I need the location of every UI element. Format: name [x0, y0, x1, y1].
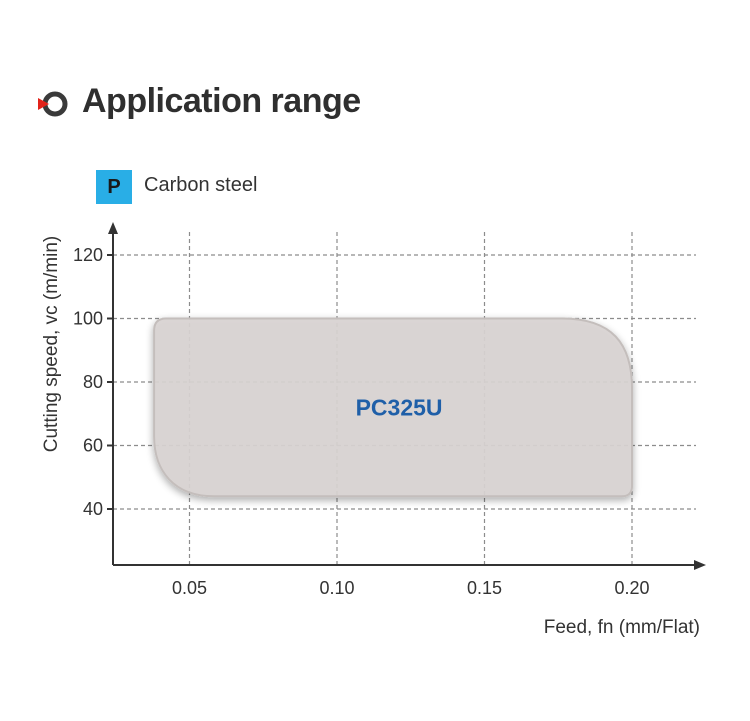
material-badge: P [96, 170, 132, 204]
y-tick-label: 80 [83, 372, 103, 392]
x-tick-label: 0.05 [172, 578, 207, 598]
x-tick-label: 0.15 [467, 578, 502, 598]
region-layer: PC325U [153, 317, 633, 498]
page-title: Application range [82, 82, 361, 120]
y-tick-label: 100 [73, 309, 103, 329]
y-tick-label: 60 [83, 436, 103, 456]
application-range-region [153, 317, 633, 498]
x-tick-label: 0.20 [614, 578, 649, 598]
axes [108, 222, 706, 570]
x-tick-label: 0.10 [319, 578, 354, 598]
y-axis-label: Cutting speed, vc (m/min) [41, 236, 62, 452]
y-tick-label: 40 [83, 499, 103, 519]
material-label: Carbon steel [144, 174, 258, 196]
x-axis-label: Feed, fn (mm/Flat) [544, 617, 700, 638]
y-tick-label: 120 [73, 245, 103, 265]
target-ring-icon [38, 91, 68, 117]
region-label: PC325U [356, 394, 443, 420]
tick-labels: 0.05 0.10 0.15 0.20 40 60 80 100 120 [73, 245, 650, 598]
y-axis-arrow [108, 222, 118, 234]
x-axis-arrow [694, 560, 706, 570]
